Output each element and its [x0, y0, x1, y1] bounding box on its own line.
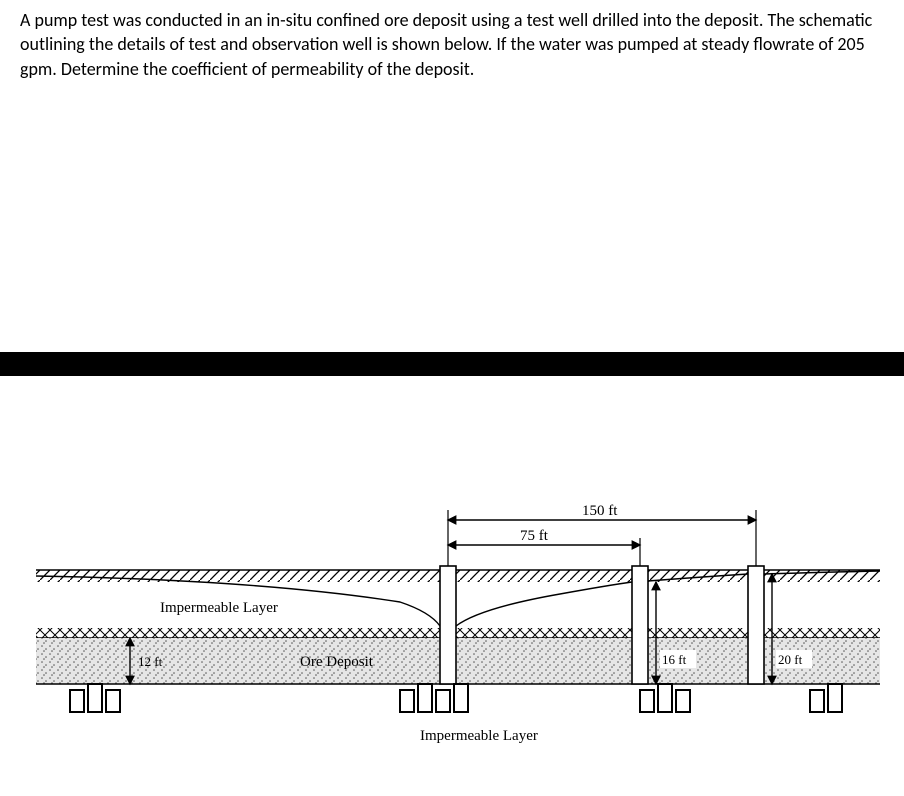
dim150-label: 150 ft [582, 503, 618, 519]
head-r2-label: 20 ft [778, 652, 803, 667]
problem-statement: A pump test was conducted in an in-situ … [20, 8, 884, 81]
obs-well-1 [632, 566, 648, 684]
drawdown-mid [456, 582, 632, 626]
ore-deposit-label: Ore Deposit [300, 654, 374, 670]
schematic-diagram: Impermeable Layer Ore Deposit 12 ft 16 f… [0, 380, 904, 796]
upper-impermeable-label: Impermeable Layer [160, 600, 278, 616]
obs-well-2 [748, 566, 764, 684]
head-r1-label: 16 ft [662, 652, 687, 667]
thickness-label: 12 ft [138, 654, 163, 669]
lower-impermeable-label: Impermeable Layer [420, 728, 538, 744]
bedrock-footers [70, 684, 842, 712]
pumping-well [440, 566, 456, 684]
separator-bar [0, 352, 904, 376]
dim75-label: 75 ft [520, 528, 549, 544]
